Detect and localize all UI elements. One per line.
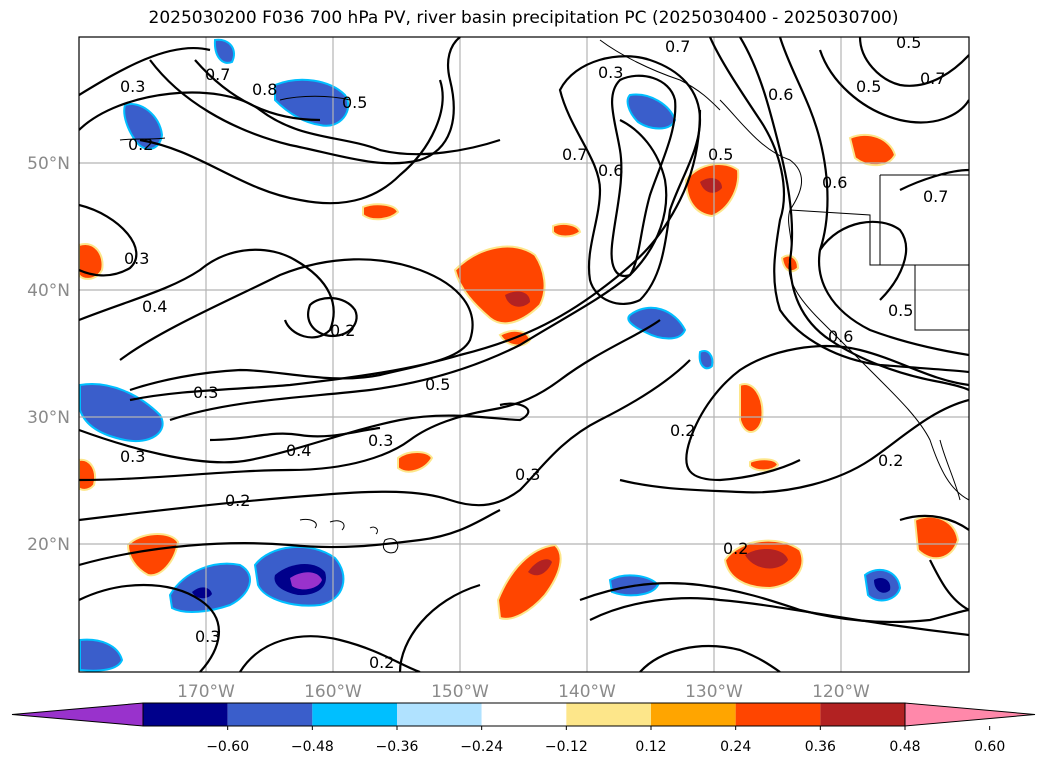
colorbar-segment [481,703,567,726]
pos-blob [79,458,96,491]
colorbar-segment [820,703,905,726]
contour-label: 0.5 [888,301,913,320]
colorbar-segment [397,703,482,726]
pos-blob [79,243,104,280]
neg-blob [79,638,124,672]
colorbar-tick-label: −0.36 [376,739,419,755]
neg-blob [168,562,251,613]
colorbar-tick-label: 0.24 [720,739,751,755]
contour-label: 0.6 [828,327,853,346]
colorbar-segment [143,703,228,726]
pos-core [505,291,530,307]
colorbar-segment [227,703,313,726]
colorbar-tick-label: 0.36 [805,739,836,755]
lat-label: 20°N [27,535,70,555]
pos-core [528,559,552,576]
contour-label: 0.5 [896,33,921,52]
contour-label: 0.5 [342,93,367,112]
colorbar-tick-label: −0.48 [291,739,334,755]
contour-label: 0.3 [120,447,145,466]
contour-label: 0.3 [124,249,149,268]
neg-blob [274,78,350,127]
contour-label: 0.6 [598,161,623,180]
latitude-labels: 50°N 40°N 30°N 20°N [27,154,70,555]
neg-blob [213,38,235,64]
contour-label: 0.7 [923,187,948,206]
contour-label: 0.6 [768,85,793,104]
colorbar-outline [142,702,906,727]
colorbar-tick-label: 0.48 [889,739,920,755]
contour-label: 0.2 [670,421,695,440]
contour-label: 0.3 [598,63,623,82]
colorbar-segment [312,703,397,726]
contour-label: 0.2 [225,491,250,510]
lon-label: 170°W [177,682,235,702]
contour-label: 0.5 [425,375,450,394]
contour-label: 0.7 [205,65,230,84]
contour-label: 0.6 [822,173,847,192]
longitude-labels: 170°W 160°W 150°W 140°W 130°W 120°W [177,682,870,702]
lon-label: 130°W [685,682,743,702]
colorbar-extend-max [904,702,1036,727]
contour-labels: 0.3 0.2 0.7 0.8 0.5 0.3 0.7 0.6 0.5 0.7 … [120,33,948,672]
contour-label: 0.7 [920,69,945,88]
colorbar-tick-label: −0.24 [460,739,503,755]
contour-label: 0.4 [286,441,311,460]
contour-label: 0.2 [723,539,748,558]
pos-core [745,548,788,569]
neg-core [874,578,891,593]
lat-label: 30°N [27,408,70,428]
neg-blob [698,350,714,370]
pos-blob [739,383,764,433]
contour-label: 0.5 [856,77,881,96]
neg-blob [626,93,677,130]
pos-blob [552,223,582,238]
precip-shading [79,38,960,672]
contour-label: 0.7 [562,145,587,164]
lon-label: 150°W [431,682,489,702]
contour-label: 0.3 [193,383,218,402]
pos-blob [362,203,400,221]
coastlines [119,39,969,554]
contour-label: 0.3 [195,627,220,646]
colorbar-segment [735,703,821,726]
contour-label: 0.8 [252,80,277,99]
neg-blob [79,383,164,443]
graticule [79,37,969,672]
map-frame [78,36,970,673]
pos-core [700,178,722,193]
colorbar-tick-label: −0.60 [206,739,249,755]
map-title: 2025030200 F036 700 hPa PV, river basin … [148,8,899,28]
lat-label: 40°N [27,281,70,301]
colorbar-tick-label: 0.60 [974,739,1005,755]
colorbar-segment [566,703,651,726]
colorbar-tick-label: 0.12 [635,739,666,755]
contour-label: 0.3 [515,465,540,484]
contour-label: 0.5 [708,145,733,164]
contour-label: 0.4 [142,297,167,316]
lon-label: 120°W [812,682,870,702]
contour-label: 0.7 [665,37,690,56]
neg-core [290,572,322,590]
neg-blob [123,103,164,150]
pos-blob [749,458,780,472]
colorbar-segment [651,703,736,726]
pv-contours [79,37,969,672]
neg-core [192,587,212,599]
contour-label: 0.2 [128,135,153,154]
pos-blob [397,451,434,473]
lon-label: 140°W [558,682,616,702]
contour-label: 0.2 [878,451,903,470]
contour-label: 0.2 [369,653,394,672]
colorbar-extend-min [11,702,144,727]
lon-label: 160°W [304,682,362,702]
contour-label: 0.3 [120,77,145,96]
contour-label: 0.3 [368,431,393,450]
colorbar: −0.60 −0.48 −0.36 −0.24 −0.12 0.12 0.24 0.36 0.4… [11,702,1036,755]
lat-label: 50°N [27,154,70,174]
colorbar-tick-label: −0.12 [545,739,588,755]
contour-label: 0.2 [330,321,355,340]
